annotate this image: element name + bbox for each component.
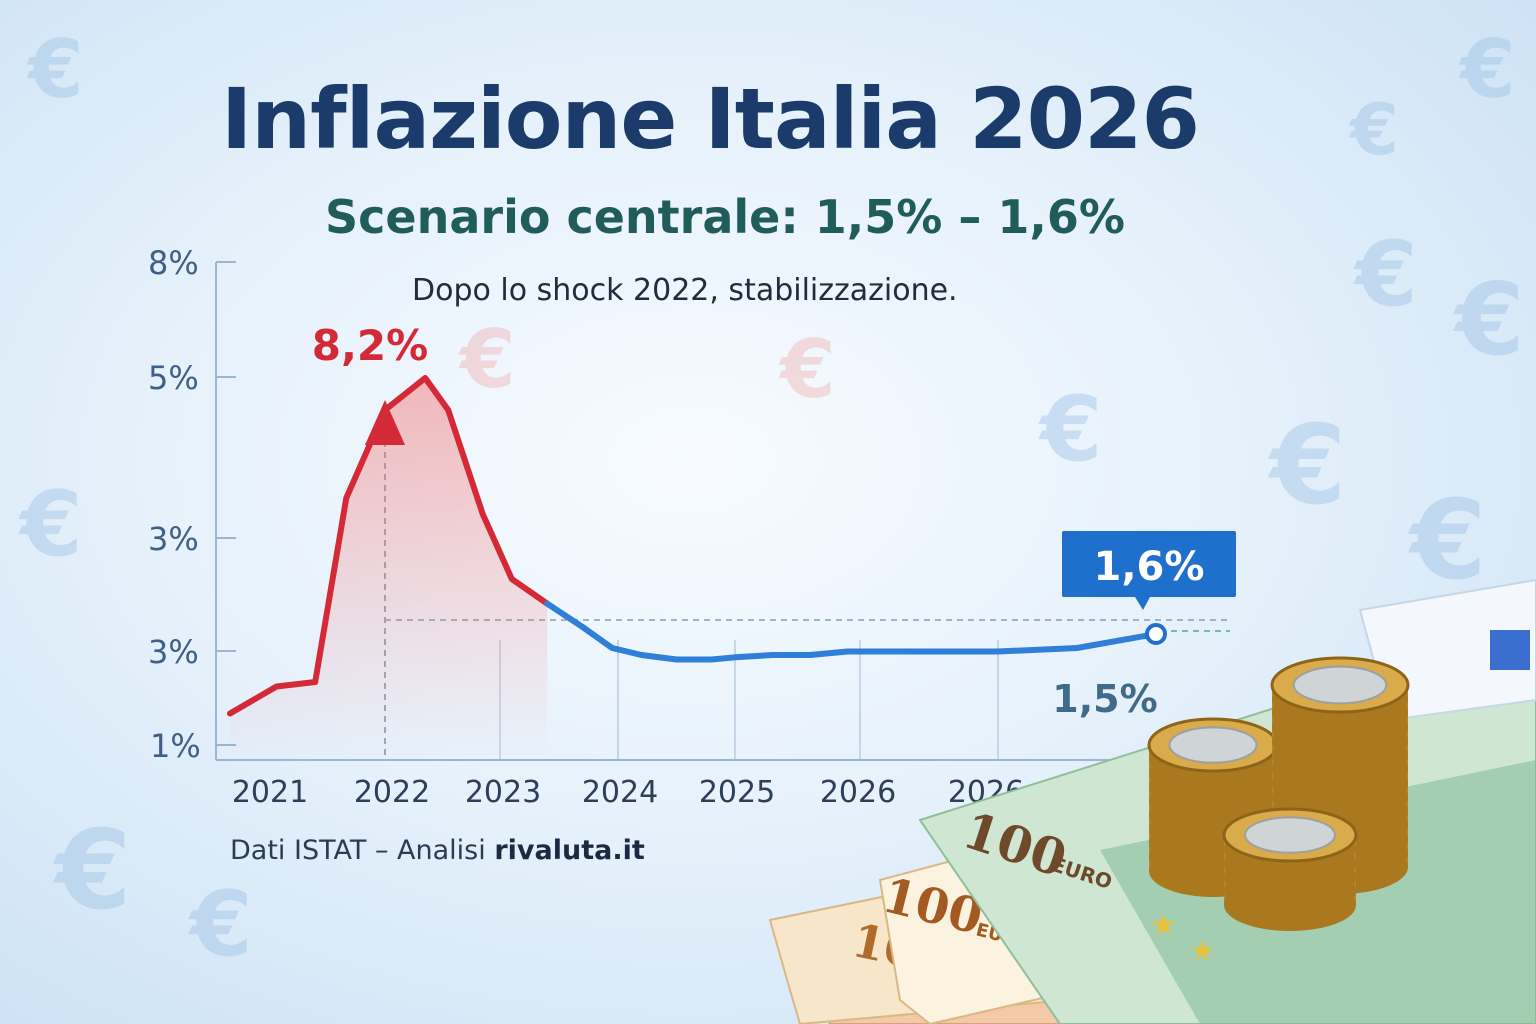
svg-text:★: ★: [1150, 908, 1177, 943]
coin-stack-front-center: [1244, 816, 1336, 854]
y-tick-label: 3%: [148, 633, 199, 671]
y-tick-label: 3%: [148, 520, 199, 558]
x-tick-label: 2025: [699, 775, 775, 810]
euro-watermark-icon: €: [190, 872, 253, 977]
euro-watermark-icon: €: [55, 806, 132, 934]
end-label: 1,6%: [1094, 544, 1205, 590]
coin-stack-right-center: [1292, 665, 1388, 705]
chart-note: Dopo lo shock 2022, stabilizzazione.: [412, 273, 958, 308]
peak-arrow-icon: [365, 400, 405, 445]
end-point-marker: [1145, 623, 1167, 645]
series-line-shock: [227, 375, 551, 717]
series-line-stable: [544, 600, 1159, 663]
baseline-label: 1,5%: [1052, 677, 1157, 721]
euro-watermark-icon: €: [780, 323, 836, 416]
euro-watermark-icon: €: [460, 313, 516, 406]
euro-watermark-icon: €: [28, 23, 84, 116]
svg-text:★: ★: [1190, 934, 1215, 967]
euro-watermark-icon: €: [1355, 222, 1418, 327]
euro-watermark-icon: €: [1455, 261, 1525, 378]
source-brand: rivaluta.it: [494, 835, 645, 866]
euro-watermark-icon: €: [1410, 476, 1487, 604]
x-tick-label: 2021: [232, 775, 308, 810]
end-label-pointer: [1135, 597, 1150, 610]
end-label-box: [1062, 531, 1236, 597]
peak-label: 8,2%: [312, 321, 428, 370]
coin-stack-left-center: [1168, 726, 1258, 764]
page-subtitle: Scenario centrale: 1,5% – 1,6%: [325, 190, 1125, 244]
x-tick-label: 2023: [465, 775, 541, 810]
euro-watermark-icon: €: [1350, 89, 1399, 171]
x-tick-label: 2026: [820, 775, 896, 810]
euro-watermark-icon: €: [1040, 377, 1103, 482]
source-prefix: Dati ISTAT – Analisi: [230, 835, 495, 866]
y-tick-label: 8%: [148, 244, 199, 282]
y-tick-label: 5%: [148, 359, 199, 397]
euro-watermark-icon: €: [1460, 23, 1516, 116]
euro-watermark-icon: €: [20, 472, 83, 577]
source-credit: Dati ISTAT – Analisi rivaluta.it: [230, 835, 645, 866]
euro-watermark-icon: €: [1270, 401, 1347, 529]
x-tick-label: 2024: [582, 775, 658, 810]
y-tick-label: 1%: [150, 727, 201, 765]
page-title: Inflazione Italia 2026: [221, 70, 1200, 168]
x-tick-label: 2022: [354, 775, 430, 810]
